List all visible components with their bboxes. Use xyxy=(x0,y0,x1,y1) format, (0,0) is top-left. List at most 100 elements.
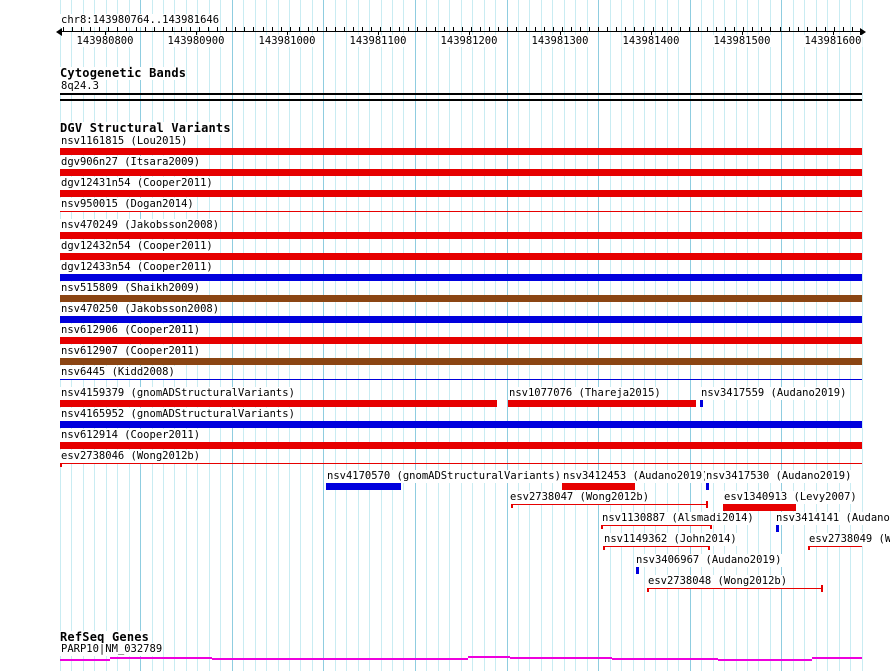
gene-line-segment[interactable] xyxy=(612,658,718,660)
variant-label[interactable]: nsv470250 (Jakobsson2008) xyxy=(60,303,221,316)
variant-label[interactable]: esv1340913 (Levy2007) xyxy=(723,491,858,504)
variant-tick[interactable] xyxy=(706,483,709,490)
variant-bar[interactable] xyxy=(60,358,862,365)
ruler-minor-tick xyxy=(653,27,654,31)
variant-label[interactable]: nsv4165952 (gnomADStructuralVariants) xyxy=(60,408,296,421)
section-title-dgv: DGV Structural Variants xyxy=(60,121,231,135)
variant-bar[interactable] xyxy=(326,483,401,490)
ruler-minor-tick xyxy=(344,27,345,31)
variant-line[interactable] xyxy=(60,211,862,212)
ruler-minor-tick xyxy=(553,27,554,31)
variant-line[interactable] xyxy=(60,379,862,380)
variant-label[interactable]: nsv612906 (Cooper2011) xyxy=(60,324,202,337)
ruler-tick-label: 143981400 xyxy=(621,35,681,47)
variant-bar[interactable] xyxy=(60,337,862,344)
variant-bar[interactable] xyxy=(60,295,862,302)
grid-line xyxy=(323,0,324,671)
variant-bar[interactable] xyxy=(60,190,862,197)
variant-bar[interactable] xyxy=(60,442,862,449)
variant-bar[interactable] xyxy=(723,504,796,511)
variant-label[interactable]: nsv1161815 (Lou2015) xyxy=(60,135,189,148)
variant-label[interactable]: nsv4170570 (gnomADStructuralVariants) xyxy=(326,470,562,483)
variant-label[interactable]: nsv1130887 (Alsmadi2014) xyxy=(601,512,755,525)
gene-line-segment[interactable] xyxy=(212,658,468,660)
variant-label[interactable]: nsv950015 (Dogan2014) xyxy=(60,198,195,211)
variant-label[interactable]: esv2738049 (Wo xyxy=(808,533,890,546)
variant-bar[interactable] xyxy=(60,253,862,260)
variant-line-endcap xyxy=(60,460,62,467)
variant-tick[interactable] xyxy=(776,525,779,532)
variant-label[interactable]: dgv12432n54 (Cooper2011) xyxy=(60,240,214,253)
variant-label[interactable]: nsv470249 (Jakobsson2008) xyxy=(60,219,221,232)
variant-bar[interactable] xyxy=(60,169,862,176)
variant-label[interactable]: dgv906n27 (Itsara2009) xyxy=(60,156,202,169)
grid-line xyxy=(690,0,691,671)
ruler-minor-tick xyxy=(761,27,762,31)
gene-line-segment[interactable] xyxy=(510,657,612,659)
grid-line xyxy=(781,0,782,671)
variant-bar[interactable] xyxy=(60,400,497,407)
variant-label[interactable]: nsv515809 (Shaikh2009) xyxy=(60,282,202,295)
grid-line xyxy=(644,0,645,671)
ruler-minor-tick xyxy=(308,27,309,31)
variant-tick[interactable] xyxy=(636,567,639,574)
variant-line[interactable] xyxy=(60,463,862,464)
variant-bar[interactable] xyxy=(562,483,635,490)
grid-line xyxy=(289,0,290,671)
gene-line-segment[interactable] xyxy=(718,659,812,661)
variant-label[interactable]: dgv12431n54 (Cooper2011) xyxy=(60,177,214,190)
variant-label[interactable]: esv2738047 (Wong2012b) xyxy=(509,491,651,504)
ruler-minor-tick xyxy=(535,27,536,31)
ruler-minor-tick xyxy=(770,27,771,31)
variant-label[interactable]: nsv6445 (Kidd2008) xyxy=(60,366,176,379)
variant-label[interactable]: nsv3406967 (Audano2019) xyxy=(635,554,783,567)
ruler-minor-tick xyxy=(72,27,73,31)
variant-line[interactable] xyxy=(603,546,710,547)
variant-label[interactable]: nsv612914 (Cooper2011) xyxy=(60,429,202,442)
grid-line xyxy=(633,0,634,671)
variant-bar[interactable] xyxy=(60,421,862,428)
variant-bar[interactable] xyxy=(60,232,862,239)
variant-label[interactable]: nsv3417530 (Audano2019) xyxy=(705,470,853,483)
gene-line-segment[interactable] xyxy=(812,657,862,659)
variant-label[interactable]: nsv3417559 (Audano2019) xyxy=(700,387,848,400)
variant-label[interactable]: nsv1077076 (Thareja2015) xyxy=(508,387,662,400)
variant-label[interactable]: nsv1149362 (John2014) xyxy=(603,533,738,546)
variant-bar[interactable] xyxy=(60,316,862,323)
variant-label[interactable]: nsv3414141 (Audano20 xyxy=(775,512,890,525)
variant-label[interactable]: nsv3412453 (Audano2019) xyxy=(562,470,710,483)
variant-label[interactable]: esv2738048 (Wong2012b) xyxy=(647,575,789,588)
ruler-major-tick xyxy=(742,32,743,36)
grid-line xyxy=(827,0,828,671)
variant-label[interactable]: nsv4159379 (gnomADStructuralVariants) xyxy=(60,387,296,400)
gene-line-segment[interactable] xyxy=(110,657,212,659)
ruler-minor-tick xyxy=(498,27,499,31)
variant-label[interactable]: nsv612907 (Cooper2011) xyxy=(60,345,202,358)
grid-line xyxy=(209,0,210,671)
gene-line-segment[interactable] xyxy=(60,659,110,661)
variant-line[interactable] xyxy=(808,546,862,547)
ruler-minor-tick xyxy=(326,27,327,31)
variant-line[interactable] xyxy=(647,588,823,589)
variant-bar[interactable] xyxy=(508,400,696,407)
variant-label[interactable]: esv2738046 (Wong2012b) xyxy=(60,450,202,463)
grid-line xyxy=(804,0,805,671)
variant-label[interactable]: dgv12433n54 (Cooper2011) xyxy=(60,261,214,274)
variant-bar[interactable] xyxy=(60,274,862,281)
ruler-minor-tick xyxy=(390,27,391,31)
ruler-minor-tick xyxy=(408,27,409,31)
gene-line-segment[interactable] xyxy=(468,656,510,658)
grid-line xyxy=(403,0,404,671)
variant-tick[interactable] xyxy=(700,400,703,407)
variant-line[interactable] xyxy=(511,504,708,505)
section-separator-line xyxy=(60,99,862,101)
grid-line xyxy=(862,0,863,671)
ruler-minor-tick xyxy=(136,27,137,31)
variant-bar[interactable] xyxy=(60,148,862,155)
variant-line[interactable] xyxy=(601,525,712,526)
variant-line-endcap xyxy=(647,585,649,592)
grid-line xyxy=(438,0,439,671)
refseq-gene-label[interactable]: PARP10|NM_032789 xyxy=(60,643,164,656)
variant-line-endcap xyxy=(710,522,712,529)
ruler-tick-label: 143981600 xyxy=(803,35,863,47)
